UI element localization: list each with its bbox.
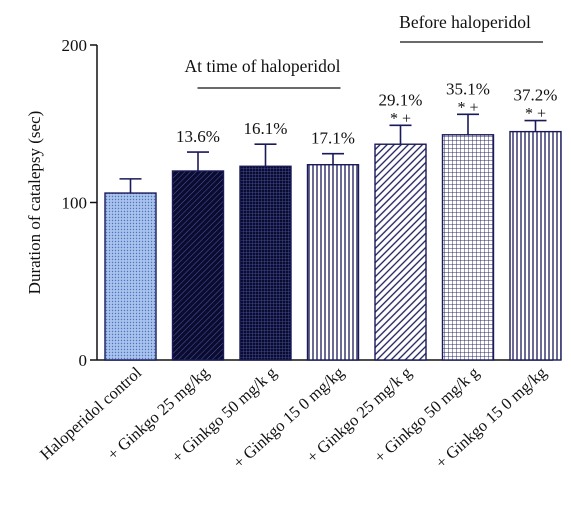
bars: 13.6% 16.1% 17.1%* +29.1% * +35.1%* +37.2% <box>104 79 562 361</box>
group-label: Before haloperidol <box>399 12 531 32</box>
x-tick-label: + Ginkgo 15 0 mg/kg <box>432 363 550 472</box>
group-label: At time of haloperidol <box>184 56 340 76</box>
percent-label: 13.6% <box>176 127 220 146</box>
significance-mark: * + <box>525 106 546 123</box>
significance-mark: * + <box>390 110 411 127</box>
percent-label: 16.1% <box>244 119 288 138</box>
y-tick-label: 200 <box>62 36 88 55</box>
y-tick-label: 0 <box>79 351 88 370</box>
percent-label: 17.1% <box>311 129 355 148</box>
x-tick-labels: Haloperidol control+ Ginkgo 25 mg/kg+ Gi… <box>36 363 550 473</box>
bar <box>104 192 157 361</box>
y-axis-label: Duration of catalepsy (sec) <box>25 111 44 295</box>
significance-mark: * + <box>457 99 478 116</box>
bar <box>441 134 495 361</box>
percent-label: 29.1% <box>379 90 423 109</box>
bar <box>509 130 562 361</box>
bar <box>171 170 225 361</box>
y-tick-label: 100 <box>62 194 88 213</box>
bar <box>239 165 292 361</box>
y-axis: 0 100 200 Duration of catalepsy (sec) <box>25 36 98 370</box>
group-labels: At time of haloperidol Before haloperidol <box>184 12 543 89</box>
bar <box>374 143 427 361</box>
percent-label: 35.1% <box>446 79 490 98</box>
x-tick-label: + Ginkgo 15 0 mg/kg <box>229 363 347 472</box>
percent-label: 37.2% <box>514 86 558 105</box>
bar <box>306 163 360 361</box>
